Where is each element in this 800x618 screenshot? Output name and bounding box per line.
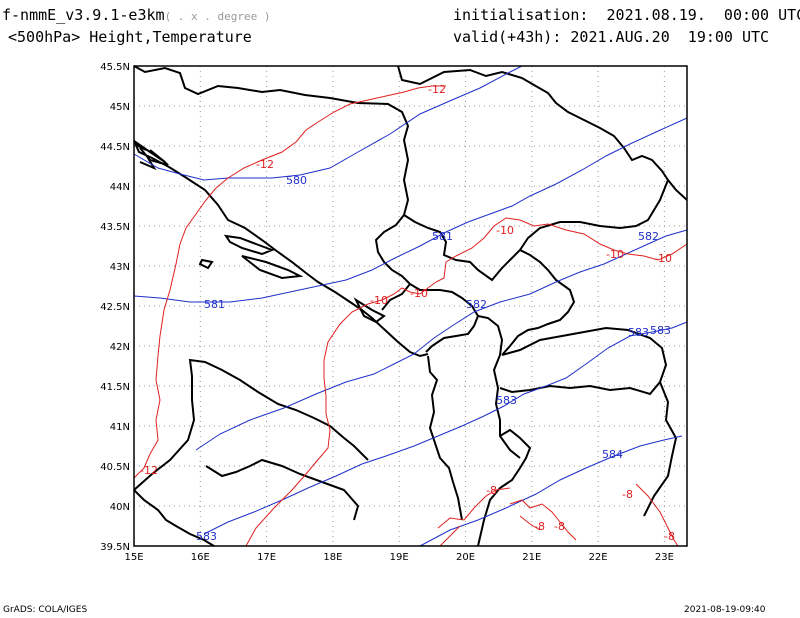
height-label: 583 xyxy=(196,530,217,543)
height-label: 582 xyxy=(638,230,659,243)
height-584 xyxy=(419,435,683,547)
border-north-2 xyxy=(397,65,688,201)
temp-minus8-d xyxy=(439,525,461,547)
level-variables: <500hPa> Height,Temperature xyxy=(8,28,252,46)
latitude-tick-label: 43N xyxy=(110,262,130,273)
temp-label: -8 xyxy=(664,530,675,543)
islands xyxy=(198,234,386,324)
map-frame xyxy=(133,65,688,547)
height-label: 583 xyxy=(496,394,517,407)
temp-label: -8 xyxy=(554,520,565,533)
latitude-tick-label: 44N xyxy=(110,182,130,193)
temp-label: -10 xyxy=(496,224,514,237)
longitude-tick-label: 23E xyxy=(655,552,674,563)
temp-label: -8 xyxy=(534,520,545,533)
latitude-tick-label: 45N xyxy=(110,102,130,113)
init-time: initialisation: 2021.08.19. 00:00 UTC xyxy=(453,6,800,24)
latitude-ticks: 45.5N 45N 44.5N 44N 43.5N 43N 42.5N 42N 41.5N 41N… xyxy=(100,62,130,553)
longitude-tick-label: 19E xyxy=(390,552,409,563)
latitude-tick-label: 45.5N xyxy=(100,62,130,73)
longitude-tick-label: 21E xyxy=(522,552,541,563)
latitude-tick-label: 40.5N xyxy=(100,462,130,473)
temp-minus8-c xyxy=(635,483,679,547)
height-label: 581 xyxy=(204,298,225,311)
temp-label: -12 xyxy=(256,158,274,171)
temp-label: -10 xyxy=(654,252,672,265)
temp-minus10-a xyxy=(245,217,688,547)
border-north xyxy=(133,65,410,216)
valid-time: valid(+43h): 2021.AUG.20 19:00 UTC xyxy=(453,28,769,46)
temp-minus8-b xyxy=(509,499,577,541)
longitude-tick-label: 16E xyxy=(191,552,210,563)
init-value: 2021.08.19. 00:00 UTC xyxy=(606,6,800,24)
height-580 xyxy=(133,65,523,181)
border-alb xyxy=(477,315,521,459)
height-contours xyxy=(133,65,688,547)
model-name: f-nmmE_v3.9.1-e3km xyxy=(2,6,165,24)
longitude-ticks: 15E 16E 17E 18E 19E 20E 21E 22E 23E xyxy=(124,552,673,563)
borders xyxy=(133,65,688,547)
valid-label: valid(+43h): xyxy=(453,28,562,46)
height-581 xyxy=(133,117,688,303)
height-label: 580 xyxy=(286,174,307,187)
height-583 xyxy=(203,321,688,535)
valid-value: 2021.AUG.20 19:00 UTC xyxy=(570,28,770,46)
init-label: initialisation: xyxy=(453,6,589,24)
height-label: 584 xyxy=(602,448,623,461)
temp-label: -8 xyxy=(622,488,633,501)
border-bih-srb xyxy=(403,214,576,356)
longitude-tick-label: 17E xyxy=(257,552,276,563)
height-label: 583 xyxy=(650,324,671,337)
height-label: 582 xyxy=(466,298,487,311)
model-title: f-nmmE_v3.9.1-e3km( . x . degree ) xyxy=(2,6,271,26)
height-label: 583 xyxy=(628,326,649,339)
temp-label: -12 xyxy=(140,464,158,477)
temp-minus8-a xyxy=(437,487,511,529)
latitude-tick-label: 44.5N xyxy=(100,142,130,153)
temp-label: -8 xyxy=(486,484,497,497)
border-bgr xyxy=(519,179,669,251)
temp-label: -12 xyxy=(428,83,446,96)
latitude-tick-label: 42N xyxy=(110,342,130,353)
height-label: 581 xyxy=(432,230,453,243)
latitude-tick-label: 41N xyxy=(110,422,130,433)
gargano xyxy=(133,140,157,171)
temp-label: -10 xyxy=(370,294,388,307)
latitude-tick-label: 39.5N xyxy=(100,542,130,553)
footer-software: GrADS: COLA/IGES xyxy=(3,605,88,615)
border-grc-tur xyxy=(643,381,678,517)
latitude-tick-label: 41.5N xyxy=(100,382,130,393)
latitude-tick-label: 43.5N xyxy=(100,222,130,233)
latitude-tick-label: 42.5N xyxy=(100,302,130,313)
height-582 xyxy=(195,229,688,451)
temp-minus12-a xyxy=(133,85,446,479)
border-mkd xyxy=(499,326,668,396)
temp-label: -10 xyxy=(606,248,624,261)
units-label: ( . x . degree ) xyxy=(164,10,271,23)
border-grc xyxy=(477,428,532,547)
temperature-contours xyxy=(133,85,688,547)
footer-timestamp: 2021-08-19-09:40 xyxy=(684,605,766,615)
longitude-tick-label: 22E xyxy=(589,552,608,563)
longitude-tick-label: 20E xyxy=(456,552,475,563)
longitude-tick-label: 18E xyxy=(323,552,342,563)
graticule xyxy=(134,66,687,546)
longitude-tick-label: 15E xyxy=(124,552,143,563)
coastline-south xyxy=(427,355,463,521)
contour-labels: 580 581 581 582 582 583 583 583 584 583 … xyxy=(140,83,675,543)
latitude-tick-label: 40N xyxy=(110,502,130,513)
temp-label: -10 xyxy=(410,287,428,300)
italy-coast xyxy=(133,358,369,547)
